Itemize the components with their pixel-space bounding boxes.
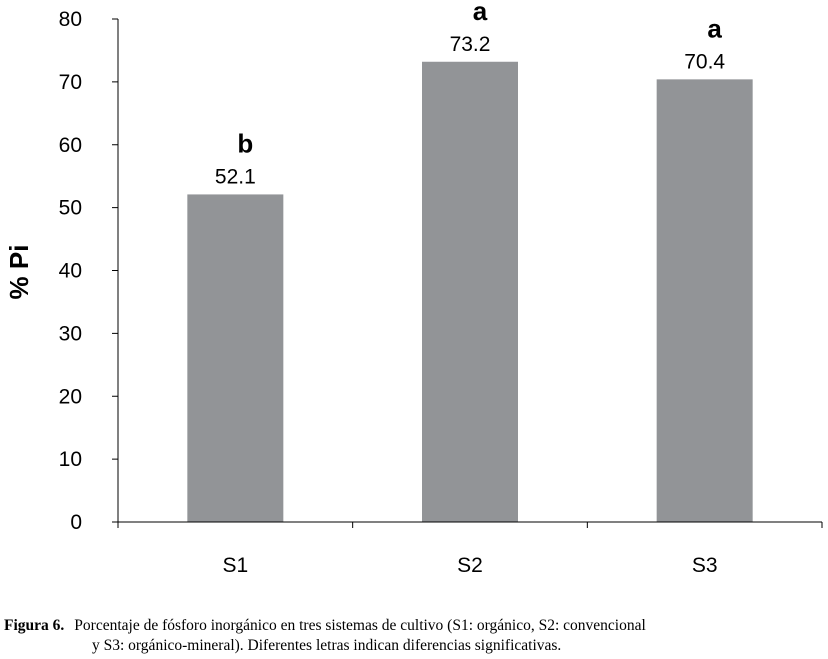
y-tick-label: 0 — [70, 511, 82, 534]
y-tick-label: 70 — [59, 71, 82, 94]
caption-text-1: Porcentaje de fósforo inorgánico en tres… — [74, 617, 646, 634]
data-label-s1: 52.1 — [215, 165, 256, 188]
significance-letter-s2: a — [473, 0, 488, 26]
bar-s3 — [656, 79, 753, 523]
y-tick-label: 40 — [59, 260, 82, 283]
y-tick-label: 50 — [59, 197, 82, 220]
y-tick-label: 10 — [59, 448, 82, 471]
x-category-label-s1: S1 — [222, 554, 248, 577]
bar-s1 — [187, 194, 284, 522]
x-category-label-s2: S2 — [457, 554, 483, 577]
bar-s2 — [422, 61, 518, 522]
y-tick-label: 60 — [59, 134, 82, 157]
x-category-label-s3: S3 — [692, 554, 718, 577]
y-axis-title: % Pi — [4, 245, 34, 300]
y-tick-label: 20 — [59, 385, 82, 408]
caption-line-2: y S3: orgánico-mineral). Diferentes letr… — [4, 636, 826, 656]
y-axis-ticks: 0 10 20 30 40 50 60 70 80 — [59, 8, 118, 534]
y-tick-label: 30 — [59, 322, 82, 345]
caption-text-2: y S3: orgánico-mineral). Diferentes letr… — [92, 637, 562, 654]
y-tick-label: 80 — [59, 8, 82, 31]
significance-letter-s1: b — [237, 128, 253, 158]
bar-chart: 0 10 20 30 40 50 60 70 80 52.1 b 73.2 a 70.4 a S1 S2 S3… — [4, 0, 823, 577]
caption-label: Figura 6. — [4, 617, 65, 634]
data-label-s2: 73.2 — [450, 33, 491, 56]
significance-letter-s3: a — [707, 13, 722, 43]
caption-line-1: Figura 6. Porcentaje de fósforo inorgánic… — [4, 616, 826, 636]
figure-caption: Figura 6. Porcentaje de fósforo inorgánic… — [4, 616, 826, 656]
x-axis-ticks: S1 S2 S3 — [117, 522, 823, 577]
data-label-s3: 70.4 — [684, 50, 725, 73]
bars: 52.1 b 73.2 a 70.4 a — [187, 0, 753, 523]
